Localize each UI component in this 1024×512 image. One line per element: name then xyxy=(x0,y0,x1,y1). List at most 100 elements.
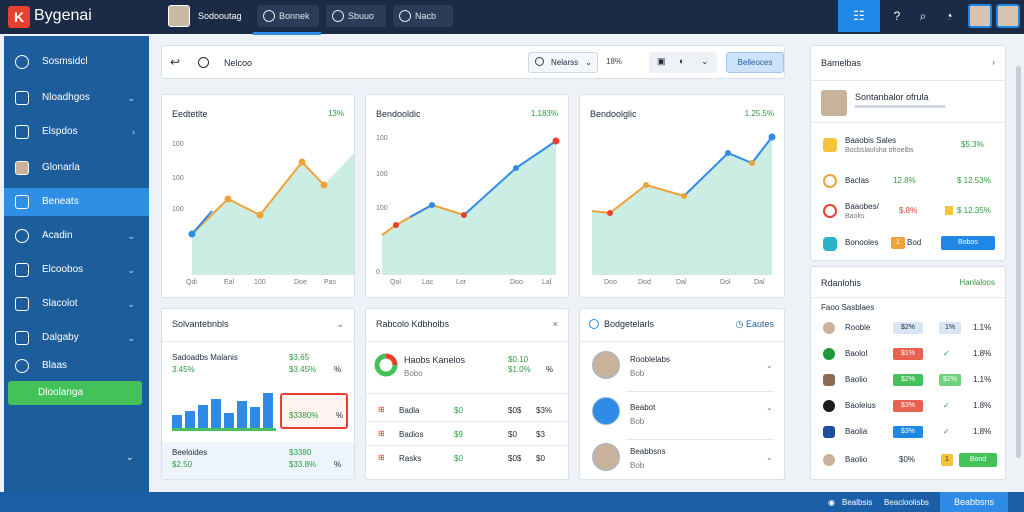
settings-icon[interactable]: ◐ xyxy=(679,56,685,66)
chevron-down-icon[interactable]: ⌄ xyxy=(336,319,344,329)
summary-row[interactable]: Beeloides $2.50 $3380 $33.8% % xyxy=(162,442,354,479)
chevron-down-icon[interactable]: ⌄ xyxy=(126,452,134,462)
y-tick: 100 xyxy=(376,205,388,212)
sidebar-item-8[interactable]: Slacolot ⌄ xyxy=(4,290,149,318)
chevron-down-icon: ⌄ xyxy=(127,231,135,241)
sidebar-item-7[interactable]: Elcoobos ⌄ xyxy=(4,256,149,284)
topbar-button-1[interactable]: Bonnek xyxy=(257,5,319,27)
bottom-action-button[interactable]: Beabbsns xyxy=(940,492,1008,512)
calendar-icon xyxy=(15,195,29,209)
chevron-down-icon: ⌄ xyxy=(127,299,135,309)
panel-title: Bamelbas xyxy=(821,58,862,68)
bottom-label: Bealbsis xyxy=(842,498,873,507)
avatar[interactable] xyxy=(996,4,1020,28)
sidebar-item-9[interactable]: Dalgaby ⌄ xyxy=(4,324,149,352)
globe-icon[interactable] xyxy=(592,397,620,425)
data-point xyxy=(768,133,776,141)
check-icon: ✓ xyxy=(943,401,950,410)
table-row[interactable]: Baolio $2% $2% 1.1% xyxy=(811,369,1005,391)
topbar-button-2[interactable]: Sbuuo xyxy=(326,5,386,27)
table-row[interactable]: Baoleius $3% ✓ 1.8% xyxy=(811,395,1005,417)
data-point xyxy=(681,193,687,199)
row-sub: Baoks xyxy=(845,213,865,220)
app-logo[interactable]: K xyxy=(8,6,30,28)
sidebar-item-6[interactable]: Acadin ⌄ xyxy=(4,222,149,250)
row-label: Baolio xyxy=(845,455,868,464)
grid-button[interactable]: ☷ xyxy=(838,0,880,32)
topbar-button-label: Bonnek xyxy=(279,11,310,21)
y-tick: 100 xyxy=(172,141,184,148)
avatar[interactable] xyxy=(821,90,847,116)
bar xyxy=(224,413,234,429)
chevron-up-icon[interactable]: ⌃ xyxy=(766,407,773,416)
row-title: Beabot xyxy=(630,403,656,412)
sidebar-item-4[interactable]: Glonarla xyxy=(4,154,149,182)
row-label: Badla xyxy=(399,406,420,415)
scrollbar[interactable] xyxy=(1016,66,1021,458)
chart-value: 1.183% xyxy=(530,109,558,118)
panel-link[interactable]: Hanlaloos xyxy=(959,278,995,287)
sidebar-item-2[interactable]: Nloadhgos ⌄ xyxy=(4,84,149,112)
chevron-right-icon: › xyxy=(132,127,135,137)
page-title: Nelcoo xyxy=(224,58,253,68)
sidebar-item-label: Elspdos xyxy=(42,126,78,137)
data-point xyxy=(552,137,560,145)
action-button[interactable]: Belleoces xyxy=(726,52,784,73)
table-row[interactable]: Baolol $1% ✓ 1.8% xyxy=(811,343,1005,365)
avatar[interactable] xyxy=(968,4,992,28)
row-sub: Bob xyxy=(630,461,645,470)
table-row[interactable]: ⊞ Rasks $0 $0$ $0 xyxy=(366,447,568,469)
back-arrow-icon[interactable]: ↩ xyxy=(170,55,181,69)
data-point xyxy=(429,202,435,208)
status-dot xyxy=(945,206,953,215)
status-badge[interactable]: Bond xyxy=(959,453,997,467)
circle-icon xyxy=(15,229,29,243)
sidebar-item-3[interactable]: Elspdos › xyxy=(4,118,149,146)
row-value: $0% xyxy=(899,455,916,464)
check-icon: ✓ xyxy=(943,427,950,436)
row-cell: $3 xyxy=(536,430,545,439)
avatar[interactable] xyxy=(592,443,620,471)
chevron-down-icon[interactable]: ⌄ xyxy=(701,56,709,66)
shield-icon xyxy=(15,331,29,345)
sidebar-item-10[interactable]: Blaas xyxy=(4,352,149,380)
status-badge[interactable]: Bobos xyxy=(941,236,995,250)
bell-icon[interactable]: ◔ xyxy=(945,9,953,23)
table-row[interactable]: Baolio $0% 1 Bond xyxy=(811,449,1005,471)
row-icon: ⊞ xyxy=(378,429,385,438)
card-link[interactable]: ◷ Eautes xyxy=(735,319,774,329)
table-row[interactable]: Rooble $2% 1% 1.1% xyxy=(811,317,1005,339)
search-input[interactable]: Nelarss ⌄ xyxy=(528,52,598,73)
budget-details-card: Bodgetelarls ◷ Eautes Rooblelabs Bob ⌄ B… xyxy=(579,308,785,480)
close-icon[interactable]: × xyxy=(552,319,558,329)
chevron-down-icon[interactable]: ⌄ xyxy=(766,453,773,462)
row-badge: $2% xyxy=(939,374,961,386)
chat-icon xyxy=(15,297,29,311)
chevron-down-icon[interactable]: ⌄ xyxy=(766,361,773,370)
table-row[interactable]: ⊞ Badla $0 $0$ $3% xyxy=(366,399,568,421)
row-title: Beeloides xyxy=(172,448,208,457)
sidebar-green-button[interactable]: Dloolanga xyxy=(8,381,142,405)
row-value: $.8% xyxy=(899,206,918,215)
chevron-down-icon: ⌄ xyxy=(127,93,135,103)
toolbar: ↩ Nelcoo Nelarss ⌄ 18% ▣ ◐ ⌄ Belleoces xyxy=(161,45,785,79)
print-icon[interactable]: ▣ xyxy=(657,56,666,66)
x-tick: Dal xyxy=(754,279,765,286)
refresh-icon[interactable] xyxy=(198,57,209,68)
table-row[interactable]: Baolia $3% ✓ 1.8% xyxy=(811,421,1005,443)
avatar[interactable] xyxy=(168,5,190,27)
topbar-button-3[interactable]: Nacb xyxy=(393,5,453,27)
sidebar-item-1[interactable]: Sosmsidcl xyxy=(4,48,149,76)
help-icon[interactable]: ? xyxy=(893,9,901,23)
chart-card-3: Bendoolglic 1.25.5% Doo Dod Dal Dol Dal xyxy=(579,94,785,298)
table-row[interactable]: ⊞ Badios $9 $0 $3 xyxy=(366,423,568,445)
search-icon[interactable]: ⌕ xyxy=(919,9,927,23)
avatar[interactable] xyxy=(592,351,620,379)
person-name: Sontanbalor ofrula xyxy=(855,92,929,102)
topbar-button-label: Sbuuo xyxy=(348,11,375,21)
chevron-right-icon[interactable]: › xyxy=(992,57,995,67)
row-title: Baaobes/ xyxy=(845,202,879,211)
check-icon: ✓ xyxy=(943,349,950,358)
row-badge: $3% xyxy=(893,426,923,438)
sidebar-item-5[interactable]: Beneats xyxy=(4,188,149,216)
